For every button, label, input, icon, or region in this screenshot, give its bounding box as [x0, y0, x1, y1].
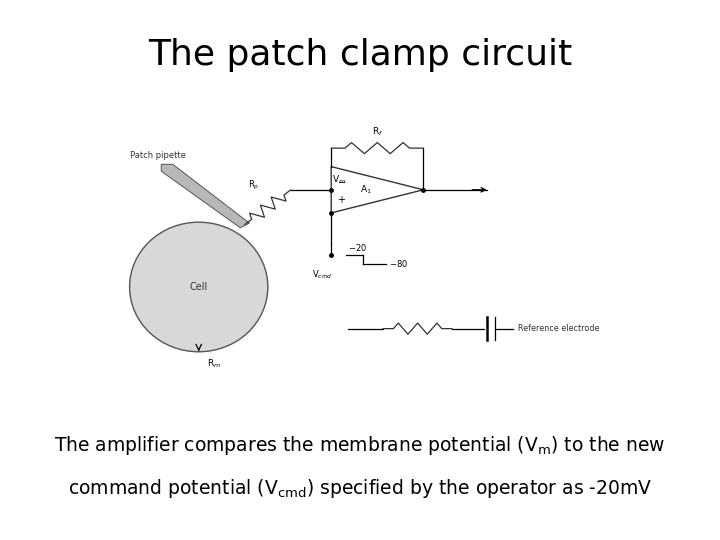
Text: $+$: $+$ — [337, 193, 346, 205]
Ellipse shape — [130, 222, 268, 352]
Text: V$_{cmd}$: V$_{cmd}$ — [312, 268, 333, 281]
Polygon shape — [331, 167, 423, 213]
Text: Patch pipette: Patch pipette — [130, 151, 186, 160]
Text: The amplifier compares the membrane potential (V$_\mathregular{m}$) to the new: The amplifier compares the membrane pote… — [54, 434, 666, 457]
Text: R$_p$: R$_p$ — [248, 179, 259, 192]
Text: Reference electrode: Reference electrode — [518, 324, 600, 333]
Text: $-$20: $-$20 — [348, 242, 367, 253]
Text: R$_m$: R$_m$ — [207, 357, 222, 370]
Text: R$_f$: R$_f$ — [372, 125, 383, 138]
Text: A$_1$: A$_1$ — [360, 184, 372, 196]
Text: $-$80: $-$80 — [389, 258, 408, 269]
Polygon shape — [161, 164, 249, 228]
Text: Cell: Cell — [189, 282, 208, 292]
Text: V$_m$: V$_m$ — [333, 173, 346, 186]
Text: $-$: $-$ — [337, 176, 346, 186]
Text: command potential (V$_\mathregular{cmd}$) specified by the operator as -20mV: command potential (V$_\mathregular{cmd}$… — [68, 477, 652, 500]
Text: The patch clamp circuit: The patch clamp circuit — [148, 38, 572, 72]
